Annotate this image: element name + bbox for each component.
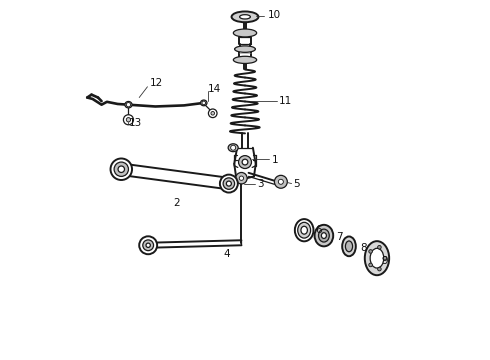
Circle shape bbox=[143, 240, 153, 251]
Circle shape bbox=[239, 156, 251, 168]
Circle shape bbox=[239, 176, 244, 180]
Circle shape bbox=[126, 118, 131, 122]
Text: 7: 7 bbox=[337, 232, 343, 242]
Circle shape bbox=[146, 243, 150, 247]
Circle shape bbox=[118, 166, 124, 172]
Ellipse shape bbox=[342, 237, 356, 256]
Circle shape bbox=[202, 101, 205, 105]
Text: 4: 4 bbox=[223, 248, 230, 258]
Text: 14: 14 bbox=[207, 84, 220, 94]
Circle shape bbox=[369, 249, 372, 253]
Circle shape bbox=[139, 236, 157, 254]
Circle shape bbox=[236, 172, 247, 184]
Text: 3: 3 bbox=[258, 179, 264, 189]
Ellipse shape bbox=[200, 100, 207, 106]
Ellipse shape bbox=[125, 102, 132, 108]
Circle shape bbox=[114, 162, 128, 176]
Ellipse shape bbox=[233, 56, 257, 63]
Circle shape bbox=[274, 175, 287, 188]
Circle shape bbox=[369, 263, 372, 267]
Text: 1: 1 bbox=[272, 155, 278, 165]
Ellipse shape bbox=[318, 229, 329, 242]
Circle shape bbox=[211, 112, 215, 115]
Ellipse shape bbox=[235, 46, 255, 52]
Ellipse shape bbox=[370, 248, 384, 268]
Circle shape bbox=[223, 178, 235, 189]
Circle shape bbox=[208, 109, 217, 118]
Ellipse shape bbox=[315, 225, 333, 246]
Circle shape bbox=[242, 159, 248, 165]
Text: 5: 5 bbox=[294, 179, 300, 189]
Circle shape bbox=[278, 179, 283, 184]
Text: 13: 13 bbox=[128, 118, 142, 128]
Ellipse shape bbox=[301, 226, 307, 234]
Circle shape bbox=[123, 115, 133, 125]
Text: 9: 9 bbox=[381, 256, 388, 266]
Circle shape bbox=[231, 145, 236, 150]
Text: 12: 12 bbox=[150, 78, 163, 88]
Ellipse shape bbox=[365, 241, 389, 275]
Circle shape bbox=[378, 246, 381, 249]
Text: 8: 8 bbox=[360, 243, 367, 253]
Ellipse shape bbox=[240, 15, 250, 19]
Ellipse shape bbox=[321, 233, 326, 238]
Ellipse shape bbox=[232, 12, 258, 22]
Circle shape bbox=[111, 158, 132, 180]
Circle shape bbox=[220, 175, 238, 193]
Text: 6: 6 bbox=[315, 225, 321, 235]
Text: 2: 2 bbox=[173, 198, 180, 208]
Circle shape bbox=[126, 103, 131, 107]
Circle shape bbox=[378, 267, 381, 271]
Ellipse shape bbox=[228, 144, 238, 152]
Ellipse shape bbox=[295, 219, 314, 241]
Circle shape bbox=[226, 181, 231, 186]
Circle shape bbox=[383, 256, 387, 260]
Ellipse shape bbox=[345, 241, 353, 252]
Text: 11: 11 bbox=[279, 96, 293, 106]
Ellipse shape bbox=[298, 222, 311, 238]
Text: 10: 10 bbox=[269, 10, 281, 20]
Ellipse shape bbox=[233, 29, 257, 37]
